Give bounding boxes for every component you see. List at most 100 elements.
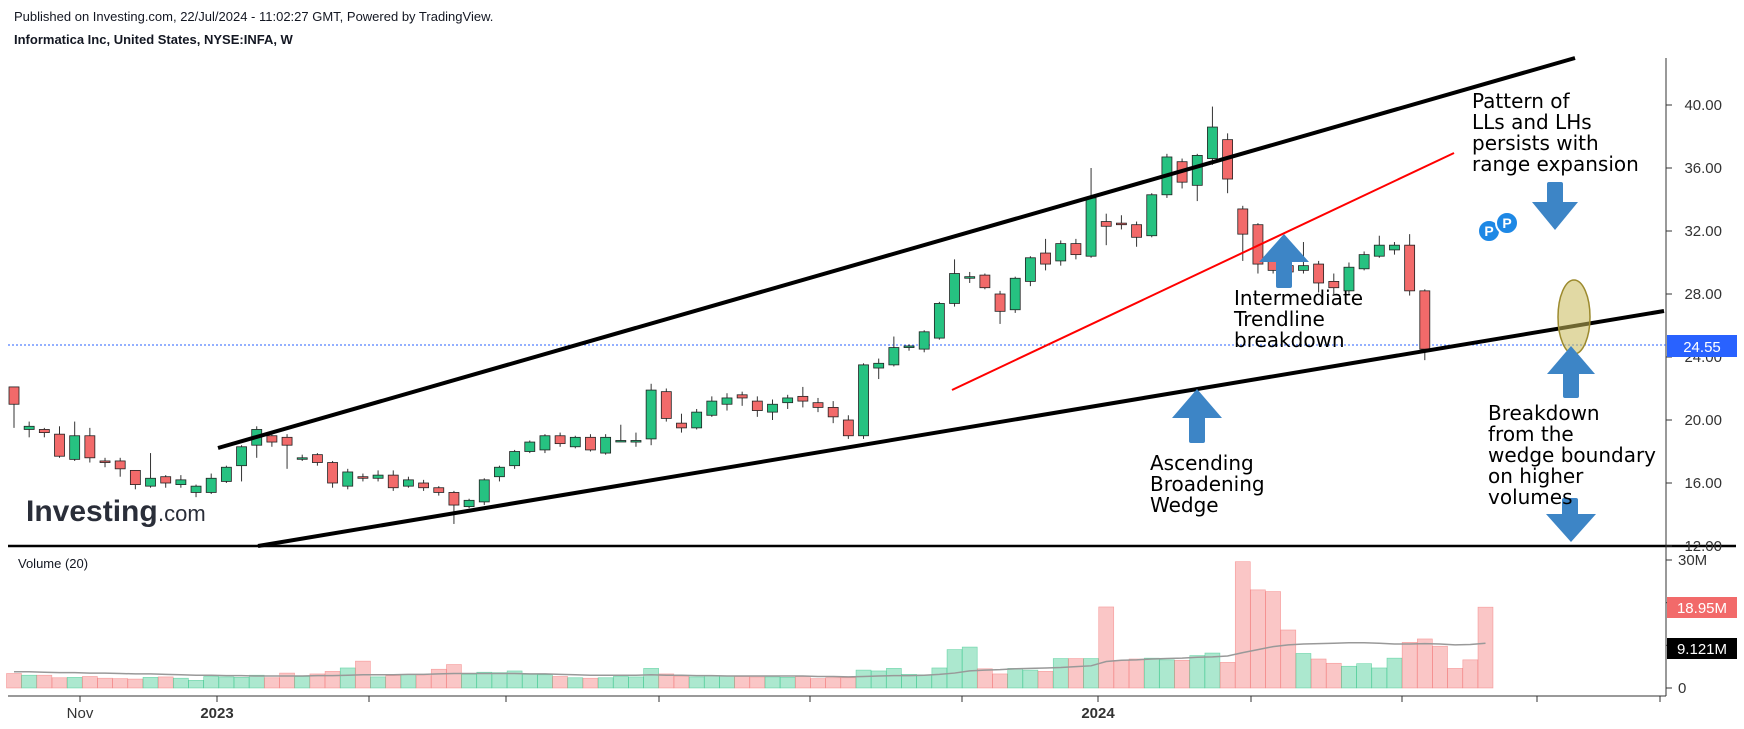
volume-bar (1325, 662, 1342, 689)
volume-bar (1052, 658, 1069, 689)
arrow-down-icon (1532, 182, 1578, 230)
candle (23, 421, 35, 438)
volume-bar (1037, 671, 1054, 689)
volume-bar (1250, 589, 1266, 689)
candle (903, 344, 915, 351)
candle (888, 336, 900, 367)
candle (842, 415, 854, 439)
annotation-pattern-llslhs: Pattern of LLs and LHs persists with ran… (1472, 89, 1639, 176)
svg-text:P: P (1484, 223, 1493, 239)
candle (311, 453, 323, 466)
volume-bar (294, 676, 311, 689)
candle (554, 432, 566, 447)
candle (190, 484, 202, 498)
candle (84, 427, 96, 463)
svg-text:.com: .com (158, 501, 206, 526)
svg-text:9.121M: 9.121M (1677, 641, 1727, 658)
volume-bar (719, 675, 735, 689)
volume-bar (1265, 591, 1281, 689)
volume-bar (552, 676, 568, 689)
volume-bar (66, 677, 83, 689)
investing-logo: Investing .com (26, 495, 206, 528)
volume-bar (1204, 652, 1221, 689)
candle (782, 394, 794, 409)
volume-bar (324, 671, 341, 689)
volume-bar (21, 674, 37, 689)
candle (1024, 256, 1036, 287)
breakdown-highlight (1557, 279, 1591, 355)
candle (1146, 193, 1158, 238)
volume-bar (173, 677, 189, 689)
candle (418, 479, 429, 491)
event-marker[interactable]: P (1495, 211, 1519, 235)
candle (1100, 213, 1112, 246)
candle (706, 396, 718, 417)
event-marker[interactable]: P (1477, 219, 1501, 243)
volume-bar (582, 677, 599, 689)
volume-bar (1174, 659, 1190, 689)
candle (8, 386, 20, 428)
price-tick-label: 36.00 (1684, 160, 1722, 177)
candle (858, 363, 869, 439)
price-tick-label: 12.00 (1684, 538, 1722, 555)
volume-bar (1386, 657, 1403, 689)
volume-bar (977, 668, 993, 689)
candle (827, 401, 839, 424)
candle (615, 424, 627, 443)
candle (1009, 276, 1021, 313)
volume-bar (764, 676, 781, 689)
volume-bar (400, 674, 417, 689)
candle (175, 475, 187, 488)
volume-bar (1128, 658, 1145, 689)
candle (342, 468, 354, 490)
arrow-up-icon (1172, 389, 1222, 443)
volume-bar (127, 678, 144, 689)
volume-bar (1310, 658, 1327, 689)
volume-bar (264, 677, 280, 689)
candle (1328, 273, 1340, 294)
volume-bar (1462, 659, 1479, 689)
volume-bar (961, 646, 978, 689)
volume-bar (840, 677, 857, 689)
candle (1191, 153, 1203, 202)
volume-bar (385, 675, 402, 689)
volume-bar (1219, 662, 1236, 689)
candle (1222, 133, 1233, 194)
volume-bar (673, 675, 690, 689)
candle (387, 470, 399, 491)
volume-bar (1159, 659, 1175, 689)
candle (812, 397, 824, 413)
candle (1070, 238, 1082, 260)
volume-bar (597, 677, 614, 689)
volume-bar (1447, 668, 1463, 689)
candle (357, 473, 369, 482)
volume-bar (992, 673, 1008, 689)
volume-bar (1189, 655, 1206, 689)
symbol-title: Informatica Inc, United States, NYSE:INF… (14, 32, 293, 47)
price-tick-label: 28.00 (1684, 286, 1722, 303)
volume-bar (1341, 665, 1357, 689)
volume-bar (188, 680, 204, 689)
candle (1358, 251, 1370, 271)
candle (372, 470, 384, 482)
candle (630, 432, 642, 447)
volume-bar (142, 677, 159, 689)
volume-bar (370, 676, 386, 689)
volume-bar (97, 677, 113, 689)
candle (220, 465, 232, 483)
volume-bar (430, 668, 447, 689)
candle (933, 301, 945, 340)
price-tick-label: 20.00 (1684, 412, 1722, 429)
volume-bar (901, 674, 917, 689)
volume-bar (1371, 667, 1388, 689)
volume-bar (1280, 629, 1297, 689)
arrow-up-icon (1259, 234, 1309, 288)
svg-text:24.55: 24.55 (1683, 339, 1721, 356)
volume-bar (870, 670, 887, 689)
volume-bar (643, 668, 659, 689)
annotation-ascending-wedge: Ascending Broadening Wedge (1150, 451, 1271, 517)
candle (736, 391, 748, 406)
volume-bar (658, 673, 675, 689)
volume-bar (1098, 606, 1115, 689)
